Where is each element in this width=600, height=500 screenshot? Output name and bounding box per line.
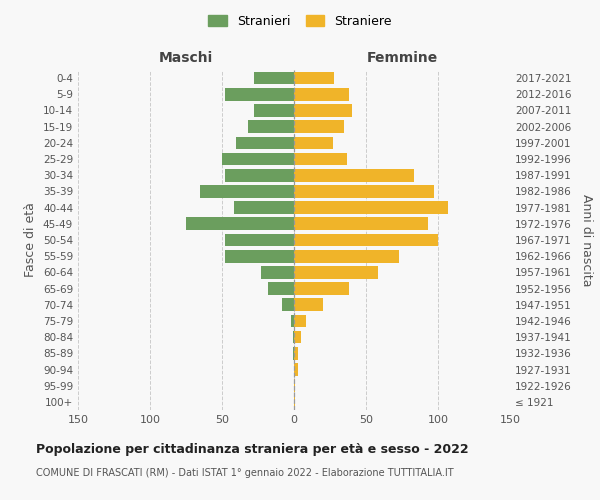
Bar [294, 185, 434, 198]
Text: Popolazione per cittadinanza straniera per età e sesso - 2022: Popolazione per cittadinanza straniera p… [36, 442, 469, 456]
Bar [293, 331, 294, 344]
Bar [294, 314, 305, 328]
Bar [236, 136, 294, 149]
Bar [294, 136, 333, 149]
Text: Femmine: Femmine [367, 51, 437, 65]
Bar [222, 152, 294, 166]
Bar [294, 266, 377, 278]
Bar [294, 347, 298, 360]
Bar [268, 282, 294, 295]
Text: Maschi: Maschi [159, 51, 213, 65]
Bar [225, 250, 294, 262]
Bar [233, 202, 294, 214]
Bar [294, 363, 298, 376]
Bar [294, 331, 301, 344]
Bar [294, 250, 399, 262]
Y-axis label: Anni di nascita: Anni di nascita [580, 194, 593, 286]
Legend: Stranieri, Straniere: Stranieri, Straniere [205, 11, 395, 32]
Bar [294, 169, 413, 181]
Bar [293, 347, 294, 360]
Bar [254, 72, 294, 85]
Bar [294, 120, 344, 133]
Bar [254, 104, 294, 117]
Bar [283, 298, 294, 311]
Y-axis label: Fasce di età: Fasce di età [25, 202, 37, 278]
Bar [294, 72, 334, 85]
Bar [225, 169, 294, 181]
Bar [225, 88, 294, 101]
Bar [294, 282, 349, 295]
Bar [294, 152, 347, 166]
Bar [294, 396, 295, 408]
Bar [291, 314, 294, 328]
Bar [294, 104, 352, 117]
Bar [248, 120, 294, 133]
Bar [186, 218, 294, 230]
Text: COMUNE DI FRASCATI (RM) - Dati ISTAT 1° gennaio 2022 - Elaborazione TUTTITALIA.I: COMUNE DI FRASCATI (RM) - Dati ISTAT 1° … [36, 468, 454, 477]
Bar [294, 88, 349, 101]
Bar [200, 185, 294, 198]
Bar [294, 218, 428, 230]
Bar [225, 234, 294, 246]
Bar [294, 380, 295, 392]
Bar [294, 298, 323, 311]
Bar [261, 266, 294, 278]
Bar [294, 202, 448, 214]
Bar [294, 234, 438, 246]
